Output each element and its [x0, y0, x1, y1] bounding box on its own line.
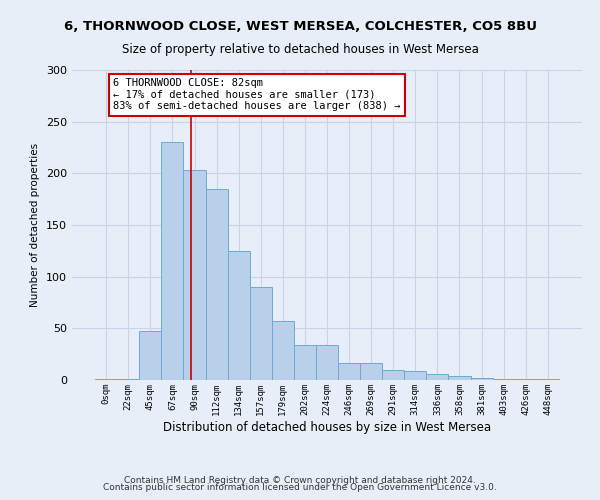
Bar: [117, 379, 139, 380]
Bar: [294, 345, 316, 380]
Bar: [95, 379, 117, 380]
Bar: [448, 376, 470, 380]
Bar: [206, 189, 227, 380]
Bar: [404, 370, 427, 380]
Text: 6 THORNWOOD CLOSE: 82sqm
← 17% of detached houses are smaller (173)
83% of semi-: 6 THORNWOOD CLOSE: 82sqm ← 17% of detach…: [113, 78, 400, 112]
Text: Size of property relative to detached houses in West Mersea: Size of property relative to detached ho…: [122, 42, 478, 56]
Bar: [515, 379, 537, 380]
Bar: [470, 378, 493, 380]
Text: 6, THORNWOOD CLOSE, WEST MERSEA, COLCHESTER, CO5 8BU: 6, THORNWOOD CLOSE, WEST MERSEA, COLCHES…: [64, 20, 536, 33]
Bar: [316, 345, 338, 380]
Bar: [250, 287, 272, 380]
Bar: [338, 364, 360, 380]
Text: Contains public sector information licensed under the Open Government Licence v3: Contains public sector information licen…: [103, 484, 497, 492]
Bar: [139, 332, 161, 380]
Bar: [382, 370, 404, 380]
Bar: [227, 251, 250, 380]
Bar: [427, 374, 448, 380]
Bar: [161, 142, 184, 380]
Bar: [184, 170, 206, 380]
Bar: [272, 321, 294, 380]
Bar: [537, 379, 559, 380]
X-axis label: Distribution of detached houses by size in West Mersea: Distribution of detached houses by size …: [163, 420, 491, 434]
Y-axis label: Number of detached properties: Number of detached properties: [31, 143, 40, 307]
Bar: [360, 364, 382, 380]
Bar: [493, 379, 515, 380]
Text: Contains HM Land Registry data © Crown copyright and database right 2024.: Contains HM Land Registry data © Crown c…: [124, 476, 476, 485]
